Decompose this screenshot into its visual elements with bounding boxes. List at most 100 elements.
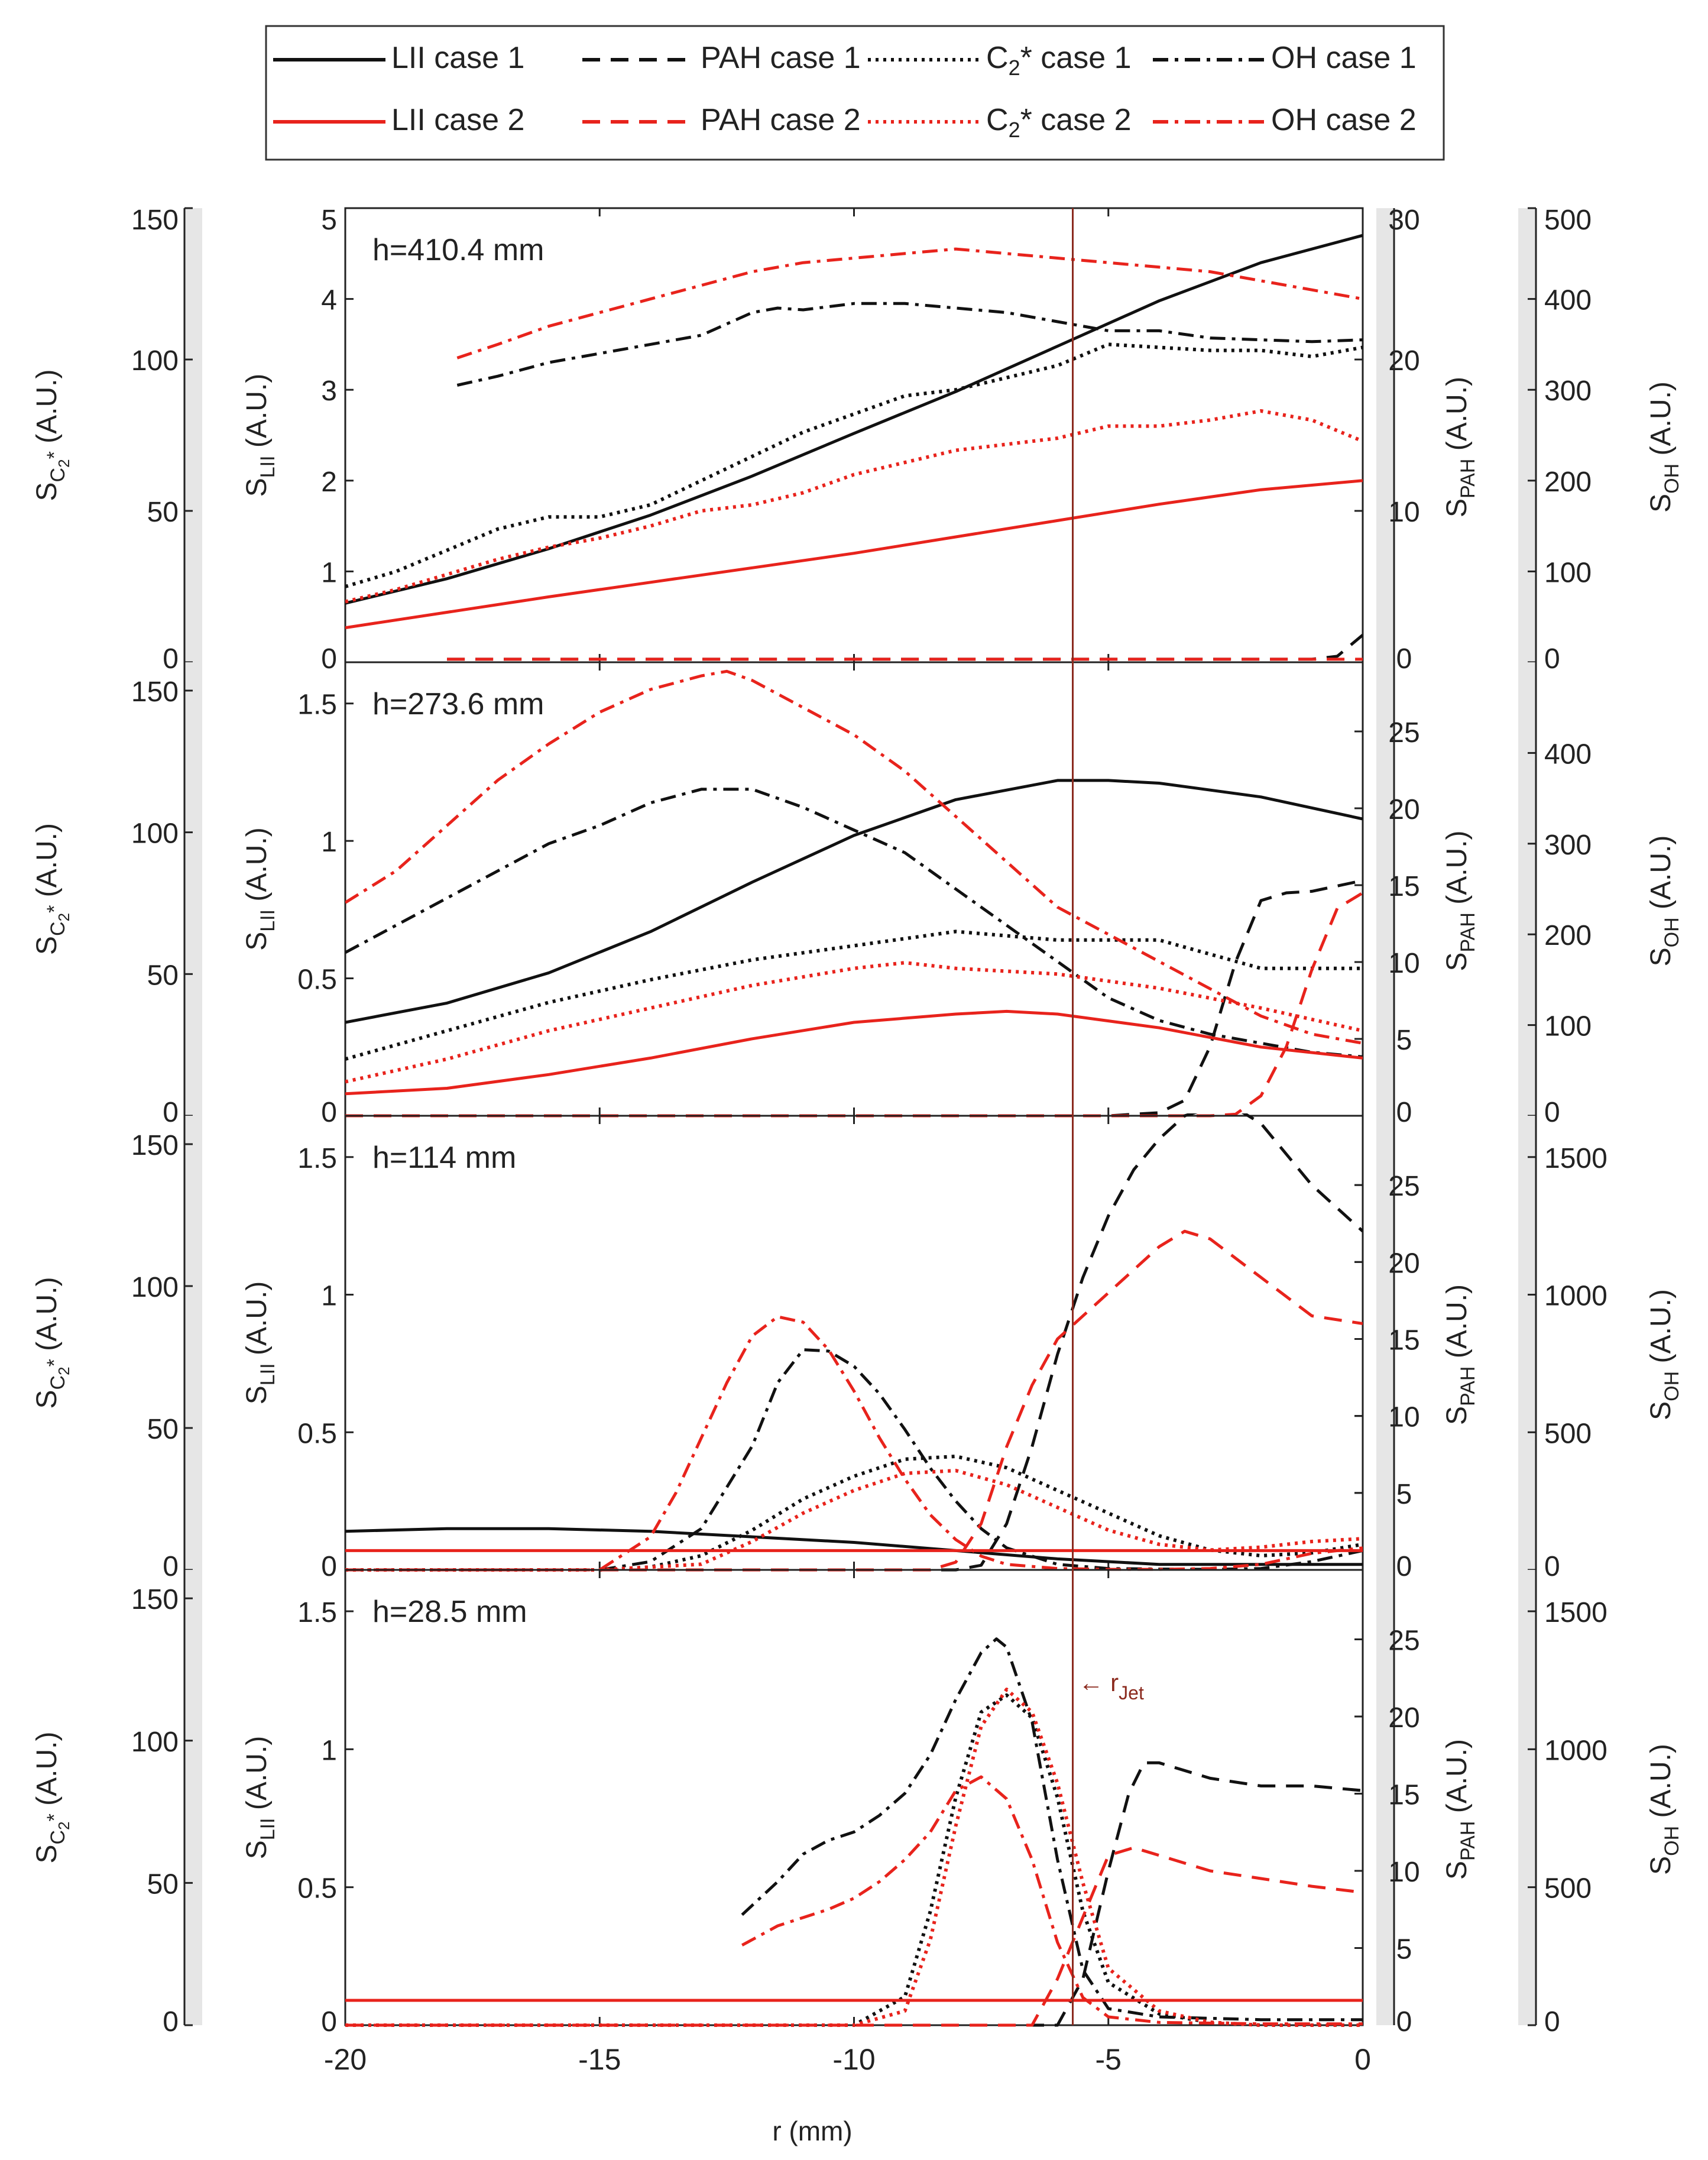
plot-frame — [344, 661, 1364, 1117]
series-oh-case-2 — [741, 1775, 1363, 2026]
series-oh-case-1 — [456, 302, 1363, 387]
lii-tick-label: 0 — [321, 1097, 337, 1128]
pah-tick-label: 25 — [1388, 1625, 1419, 1656]
c2-tick-label: 150 — [131, 676, 179, 708]
panel-title: h=28.5 mm — [372, 1595, 527, 1629]
oh-tick-label: 200 — [1544, 920, 1592, 951]
lii-tick-label: 1.5 — [297, 1597, 337, 1628]
pah-tick-label: 10 — [1388, 1857, 1419, 1888]
c2-tick-label: 100 — [131, 345, 179, 377]
panel-4: 05010015000.511.50510152025050010001500S… — [31, 1569, 1683, 2038]
series-oh-case-2 — [345, 669, 1363, 1045]
x-tick-label: -5 — [1096, 2043, 1122, 2076]
c2-axis-band — [184, 1570, 202, 2025]
lii-tick-label: 3 — [321, 375, 337, 407]
oh-axis-title: SOH (A.U.) — [1645, 381, 1683, 513]
series-oh-case-1 — [741, 1637, 1363, 2022]
c2-tick-label: 50 — [147, 1414, 179, 1445]
series-c2-case-1 — [345, 1455, 1363, 1572]
pah-axis-band — [1376, 662, 1394, 1116]
c2-axis-band — [184, 1116, 202, 1570]
lii-tick-label: 1 — [321, 1281, 337, 1312]
legend-label: PAH case 2 — [701, 103, 861, 137]
c2-tick-label: 150 — [131, 205, 179, 236]
oh-tick-label: 0 — [1544, 2006, 1560, 2038]
pah-tick-label: 0 — [1396, 1551, 1412, 1582]
chart-panels: 05010015001234501020300100200300400500SC… — [31, 205, 1683, 2038]
lii-axis-title: SLII (A.U.) — [241, 1736, 279, 1859]
lii-tick-label: 0 — [321, 1551, 337, 1582]
pah-tick-label: 20 — [1388, 345, 1419, 377]
lii-tick-label: 1 — [321, 827, 337, 858]
series-c2-case-2 — [345, 1688, 1363, 2027]
lii-tick-label: 1.5 — [297, 689, 337, 721]
series-c2-case-2 — [345, 961, 1363, 1084]
lii-tick-label: 0.5 — [297, 1418, 337, 1449]
c2-tick-label: 50 — [147, 1868, 179, 1900]
x-tick-label: -10 — [832, 2043, 875, 2076]
series-oh-case-1 — [345, 788, 1363, 1058]
legend-label: LII case 1 — [391, 41, 524, 75]
pah-tick-label: 25 — [1388, 1171, 1419, 1202]
series-oh-case-2 — [345, 1315, 1363, 1572]
oh-axis-title: SOH (A.U.) — [1645, 835, 1683, 967]
x-tick-label: -20 — [324, 2043, 367, 2076]
c2-tick-label: 100 — [131, 1272, 179, 1303]
series-lii-case-1 — [345, 779, 1363, 1024]
panel-3: 05010015000.511.50510152025050010001500S… — [31, 1113, 1683, 1582]
series-oh-case-1 — [345, 1348, 1363, 1572]
c2-tick-label: 0 — [163, 643, 179, 675]
c2-axis-band — [184, 208, 202, 662]
series-group — [345, 234, 1363, 661]
pah-axis-band — [1376, 1116, 1394, 1570]
pah-tick-label: 10 — [1388, 948, 1419, 979]
c2-tick-label: 150 — [131, 1130, 179, 1161]
pah-tick-label: 15 — [1388, 871, 1419, 902]
lii-tick-label: 4 — [321, 285, 337, 316]
legend-label: OH case 1 — [1271, 41, 1417, 75]
pah-axis-title: SPAH (A.U.) — [1441, 1284, 1479, 1425]
panel-1: 05010015001234501020300100200300400500SC… — [31, 205, 1683, 675]
panel-2: 0 50 100 150 0 0.5 1 1.5 0 5 10 15 20 25 0 100 200 300 400… — [31, 661, 1683, 1128]
pah-axis-title: SPAH (A.U.) — [1441, 1739, 1479, 1880]
series-pah-case-1 — [345, 1113, 1363, 1572]
pah-tick-label: 10 — [1388, 1402, 1419, 1433]
lii-axis-title: SLII (A.U.) — [241, 374, 279, 497]
lii-axis-title: SLII (A.U.) — [241, 1281, 279, 1404]
pah-tick-label: 5 — [1396, 1934, 1412, 1965]
legend-label: LII case 2 — [391, 103, 524, 137]
oh-tick-label: 0 — [1544, 1097, 1560, 1128]
oh-tick-label: 400 — [1544, 285, 1592, 316]
pah-tick-label: 5 — [1396, 1025, 1412, 1056]
oh-tick-label: 1000 — [1544, 1735, 1607, 1766]
series-lii-case-1 — [345, 234, 1363, 605]
pah-tick-label: 10 — [1388, 497, 1419, 528]
series-group — [345, 1113, 1363, 1572]
oh-tick-label: 100 — [1544, 557, 1592, 588]
lii-axis-title: SLII (A.U.) — [241, 827, 279, 950]
oh-tick-label: 1500 — [1544, 1143, 1607, 1174]
x-tick-label: -15 — [578, 2043, 621, 2076]
lii-tick-label: 1 — [321, 557, 337, 588]
pah-tick-label: 20 — [1388, 1702, 1419, 1734]
series-lii-case-2 — [345, 1009, 1363, 1096]
lii-tick-label: 2 — [321, 467, 337, 498]
pah-tick-label: 0 — [1396, 2006, 1412, 2038]
oh-tick-label: 1000 — [1544, 1281, 1607, 1312]
series-pah-case-2 — [345, 1229, 1363, 1572]
oh-tick-label: 100 — [1544, 1011, 1592, 1042]
legend-label: OH case 2 — [1271, 103, 1417, 137]
oh-tick-label: 0 — [1544, 643, 1560, 675]
series-c2-case-1 — [345, 1693, 1363, 2027]
oh-axis-band — [1518, 1570, 1536, 2025]
series-lii-case-2 — [345, 479, 1363, 630]
pah-axis-band — [1376, 208, 1394, 662]
oh-axis-title: SOH (A.U.) — [1645, 1289, 1683, 1420]
series-c2-case-2 — [345, 409, 1363, 604]
c2-axis-title: SC2* (A.U.) — [31, 1277, 73, 1409]
legend-box — [265, 25, 1445, 161]
plot-frame — [344, 1569, 1364, 2026]
series-c2-case-1 — [345, 342, 1363, 588]
oh-axis-title: SOH (A.U.) — [1645, 1744, 1683, 1875]
oh-tick-label: 1500 — [1544, 1597, 1607, 1628]
